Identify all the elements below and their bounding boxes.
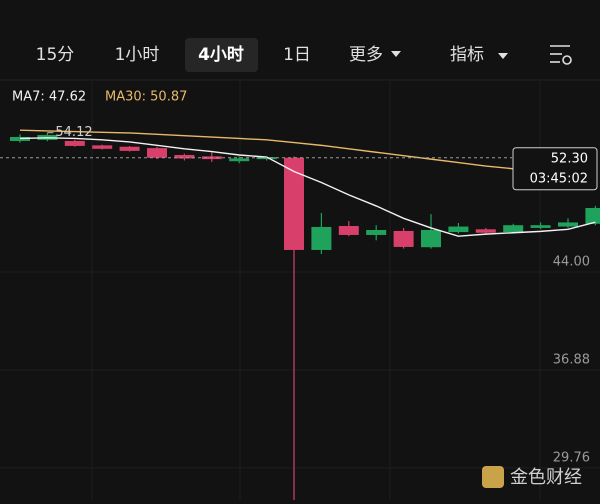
- candle-body: [530, 225, 551, 228]
- candle-body: [10, 136, 30, 141]
- candle-body: [229, 158, 250, 162]
- candle-body: [284, 157, 304, 250]
- candle-body: [503, 225, 524, 233]
- candle-body: [448, 226, 469, 233]
- max-label: 54.12: [55, 125, 92, 140]
- settings-icon[interactable]: [550, 45, 572, 65]
- candle-body: [366, 230, 387, 235]
- candle-body: [174, 155, 195, 159]
- candle-body: [393, 230, 414, 247]
- candle-body: [475, 229, 496, 233]
- ma-line: [19, 129, 596, 179]
- tab[interactable]: 更多: [349, 45, 383, 65]
- watermark: 金色财经: [482, 466, 582, 488]
- y-tick-label: 29.76: [553, 450, 590, 465]
- candle-body: [421, 230, 441, 248]
- tab[interactable]: 1小时: [115, 45, 160, 65]
- last-price-box: [512, 147, 598, 191]
- legend-entry: MA30: 50.87: [105, 90, 187, 105]
- dropdown-arrow: [498, 53, 508, 59]
- candle-body: [585, 207, 600, 224]
- y-tick-label: 36.88: [553, 352, 590, 367]
- last-price: 52.30: [551, 151, 588, 166]
- dropdown-arrow: [391, 51, 401, 57]
- countdown: 03:45:02: [530, 171, 588, 186]
- tab[interactable]: 1日: [283, 45, 311, 65]
- tab[interactable]: 指标: [450, 45, 484, 65]
- tab[interactable]: 4小时: [198, 45, 244, 65]
- watermark-text: 金色财经: [510, 467, 582, 488]
- candle-body: [92, 145, 113, 149]
- candle-body: [311, 226, 332, 250]
- candle-body: [64, 140, 85, 146]
- tab[interactable]: 15分: [36, 45, 75, 65]
- candle-body: [119, 146, 140, 151]
- candle-body: [558, 222, 578, 227]
- legend-entry: MA7: 47.62: [12, 90, 86, 105]
- y-tick-label: 44.00: [553, 254, 590, 269]
- candle-body: [147, 148, 167, 158]
- ma-line: [19, 137, 596, 237]
- candle-body: [338, 226, 359, 235]
- selected-tab-bg: [185, 38, 258, 72]
